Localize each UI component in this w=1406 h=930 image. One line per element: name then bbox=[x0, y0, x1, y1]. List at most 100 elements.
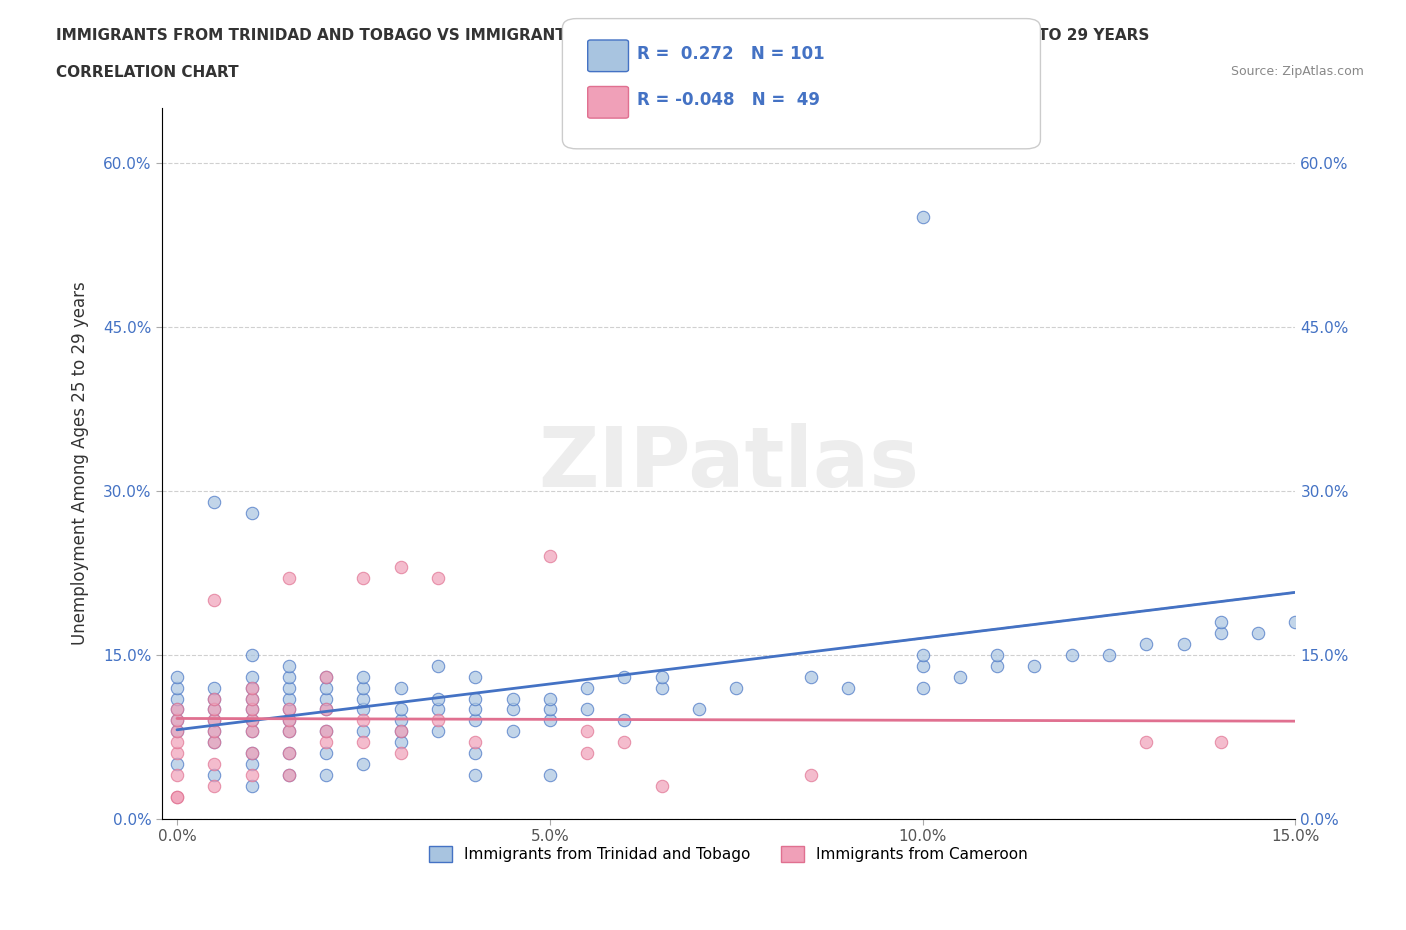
Immigrants from Trinidad and Tobago bbox=[240, 505, 263, 520]
Immigrants from Cameroon bbox=[240, 724, 263, 738]
Immigrants from Cameroon bbox=[352, 571, 374, 586]
Immigrants from Trinidad and Tobago bbox=[389, 724, 412, 738]
Immigrants from Cameroon bbox=[202, 691, 225, 706]
Immigrants from Cameroon bbox=[166, 746, 188, 761]
Immigrants from Trinidad and Tobago bbox=[502, 702, 524, 717]
Immigrants from Trinidad and Tobago bbox=[166, 702, 188, 717]
Immigrants from Cameroon bbox=[240, 746, 263, 761]
Immigrants from Cameroon bbox=[277, 724, 299, 738]
Immigrants from Cameroon bbox=[277, 767, 299, 782]
Immigrants from Cameroon bbox=[202, 713, 225, 728]
Immigrants from Cameroon bbox=[240, 702, 263, 717]
Immigrants from Cameroon bbox=[352, 735, 374, 750]
Immigrants from Trinidad and Tobago bbox=[315, 724, 337, 738]
Immigrants from Cameroon bbox=[240, 680, 263, 695]
Text: R =  0.272   N = 101: R = 0.272 N = 101 bbox=[637, 45, 824, 63]
Immigrants from Trinidad and Tobago bbox=[202, 702, 225, 717]
Immigrants from Cameroon bbox=[277, 571, 299, 586]
Immigrants from Cameroon bbox=[240, 767, 263, 782]
Immigrants from Cameroon bbox=[277, 713, 299, 728]
Immigrants from Trinidad and Tobago bbox=[613, 713, 636, 728]
Immigrants from Trinidad and Tobago bbox=[651, 670, 673, 684]
Immigrants from Trinidad and Tobago bbox=[426, 658, 449, 673]
Immigrants from Trinidad and Tobago bbox=[315, 767, 337, 782]
Immigrants from Trinidad and Tobago bbox=[464, 670, 486, 684]
Immigrants from Trinidad and Tobago bbox=[911, 647, 934, 662]
Immigrants from Trinidad and Tobago bbox=[464, 713, 486, 728]
Text: IMMIGRANTS FROM TRINIDAD AND TOBAGO VS IMMIGRANTS FROM CAMEROON UNEMPLOYMENT AMO: IMMIGRANTS FROM TRINIDAD AND TOBAGO VS I… bbox=[56, 28, 1150, 43]
Immigrants from Cameroon bbox=[426, 713, 449, 728]
Immigrants from Cameroon bbox=[315, 670, 337, 684]
Immigrants from Cameroon bbox=[277, 702, 299, 717]
Immigrants from Cameroon bbox=[202, 592, 225, 607]
Immigrants from Trinidad and Tobago bbox=[202, 691, 225, 706]
Immigrants from Cameroon bbox=[389, 746, 412, 761]
Immigrants from Cameroon bbox=[202, 778, 225, 793]
Immigrants from Cameroon bbox=[613, 735, 636, 750]
Immigrants from Cameroon bbox=[166, 790, 188, 804]
Immigrants from Trinidad and Tobago bbox=[389, 713, 412, 728]
Immigrants from Trinidad and Tobago bbox=[688, 702, 710, 717]
Immigrants from Trinidad and Tobago bbox=[166, 680, 188, 695]
Text: Source: ZipAtlas.com: Source: ZipAtlas.com bbox=[1230, 65, 1364, 78]
Immigrants from Cameroon bbox=[538, 549, 561, 564]
Immigrants from Trinidad and Tobago bbox=[389, 702, 412, 717]
Immigrants from Trinidad and Tobago bbox=[277, 746, 299, 761]
Immigrants from Trinidad and Tobago bbox=[389, 735, 412, 750]
Immigrants from Trinidad and Tobago bbox=[986, 658, 1008, 673]
Text: R = -0.048   N =  49: R = -0.048 N = 49 bbox=[637, 91, 820, 110]
Immigrants from Trinidad and Tobago bbox=[651, 680, 673, 695]
Immigrants from Cameroon bbox=[1209, 735, 1232, 750]
Immigrants from Trinidad and Tobago bbox=[277, 713, 299, 728]
Immigrants from Cameroon bbox=[389, 560, 412, 575]
Immigrants from Trinidad and Tobago bbox=[202, 767, 225, 782]
Immigrants from Trinidad and Tobago bbox=[315, 746, 337, 761]
Immigrants from Trinidad and Tobago bbox=[202, 713, 225, 728]
Immigrants from Trinidad and Tobago bbox=[911, 658, 934, 673]
Immigrants from Trinidad and Tobago bbox=[576, 702, 599, 717]
Immigrants from Trinidad and Tobago bbox=[277, 658, 299, 673]
Immigrants from Cameroon bbox=[166, 735, 188, 750]
Immigrants from Trinidad and Tobago bbox=[725, 680, 748, 695]
Immigrants from Cameroon bbox=[800, 767, 823, 782]
Immigrants from Cameroon bbox=[240, 691, 263, 706]
Immigrants from Trinidad and Tobago bbox=[240, 702, 263, 717]
Immigrants from Trinidad and Tobago bbox=[426, 724, 449, 738]
Immigrants from Cameroon bbox=[426, 571, 449, 586]
Immigrants from Cameroon bbox=[576, 746, 599, 761]
Immigrants from Trinidad and Tobago bbox=[202, 680, 225, 695]
Immigrants from Trinidad and Tobago bbox=[352, 691, 374, 706]
Immigrants from Cameroon bbox=[202, 724, 225, 738]
Immigrants from Cameroon bbox=[277, 746, 299, 761]
Immigrants from Trinidad and Tobago bbox=[1060, 647, 1083, 662]
Immigrants from Cameroon bbox=[202, 702, 225, 717]
Immigrants from Trinidad and Tobago bbox=[1209, 626, 1232, 641]
Immigrants from Cameroon bbox=[166, 724, 188, 738]
Immigrants from Trinidad and Tobago bbox=[352, 702, 374, 717]
Immigrants from Cameroon bbox=[315, 702, 337, 717]
Immigrants from Trinidad and Tobago bbox=[464, 767, 486, 782]
Immigrants from Trinidad and Tobago bbox=[240, 746, 263, 761]
Immigrants from Cameroon bbox=[389, 724, 412, 738]
Immigrants from Trinidad and Tobago bbox=[315, 691, 337, 706]
Text: CORRELATION CHART: CORRELATION CHART bbox=[56, 65, 239, 80]
Immigrants from Trinidad and Tobago bbox=[800, 670, 823, 684]
Immigrants from Trinidad and Tobago bbox=[1209, 615, 1232, 630]
Immigrants from Trinidad and Tobago bbox=[240, 691, 263, 706]
Immigrants from Trinidad and Tobago bbox=[277, 670, 299, 684]
Immigrants from Trinidad and Tobago bbox=[277, 767, 299, 782]
Immigrants from Trinidad and Tobago bbox=[202, 735, 225, 750]
Immigrants from Trinidad and Tobago bbox=[949, 670, 972, 684]
Immigrants from Trinidad and Tobago bbox=[538, 713, 561, 728]
Immigrants from Trinidad and Tobago bbox=[240, 778, 263, 793]
Immigrants from Trinidad and Tobago bbox=[240, 670, 263, 684]
Immigrants from Trinidad and Tobago bbox=[166, 670, 188, 684]
Immigrants from Trinidad and Tobago bbox=[1247, 626, 1270, 641]
Immigrants from Trinidad and Tobago bbox=[426, 702, 449, 717]
Immigrants from Trinidad and Tobago bbox=[240, 757, 263, 772]
Immigrants from Trinidad and Tobago bbox=[389, 680, 412, 695]
Immigrants from Trinidad and Tobago bbox=[166, 713, 188, 728]
Immigrants from Trinidad and Tobago bbox=[277, 724, 299, 738]
Immigrants from Trinidad and Tobago bbox=[576, 680, 599, 695]
Immigrants from Cameroon bbox=[166, 713, 188, 728]
